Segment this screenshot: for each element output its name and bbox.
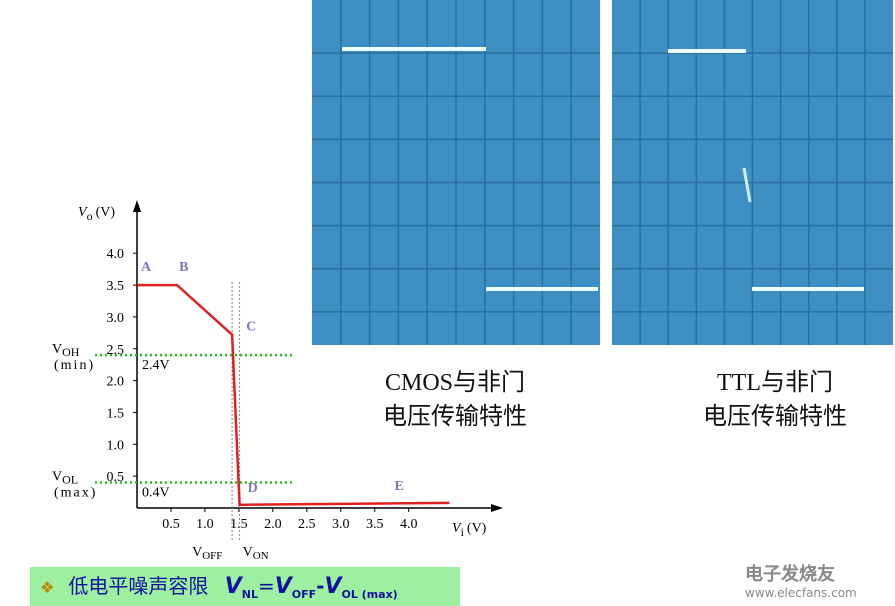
watermark-brand: 电子发烧友 bbox=[745, 564, 835, 585]
y-tick-label: 3.5 bbox=[107, 279, 125, 294]
point-label: E bbox=[395, 479, 404, 494]
reference-label: 2.4V bbox=[142, 358, 170, 373]
symbol: V bbox=[324, 574, 342, 599]
point-label: C bbox=[246, 320, 256, 335]
photo-ttl bbox=[612, 0, 893, 345]
unit: (V) bbox=[467, 521, 487, 536]
subscript: OFF bbox=[291, 588, 317, 601]
unit: (V) bbox=[96, 205, 116, 220]
subscript: OFF bbox=[202, 550, 222, 562]
symbol: V bbox=[274, 574, 292, 599]
reference-label: 0.4V bbox=[142, 486, 170, 501]
reference-name: VOH bbox=[52, 342, 80, 359]
equals: = bbox=[257, 574, 275, 598]
x-tick-label: 3.5 bbox=[366, 517, 384, 532]
y-arrow bbox=[133, 200, 141, 212]
x-tick-label: 1.0 bbox=[196, 517, 214, 532]
symbol: V bbox=[243, 545, 253, 560]
minus: - bbox=[316, 574, 325, 598]
caption: TTL与非门 电压传输特性 bbox=[645, 366, 895, 434]
symbol: V bbox=[52, 342, 62, 357]
subscript: NL bbox=[241, 588, 258, 601]
symbol: V bbox=[52, 470, 62, 485]
x-tick-label: 1.5 bbox=[230, 517, 248, 532]
subscript: o bbox=[87, 209, 93, 223]
watermark: 电子发烧友 www.elecfans.com bbox=[745, 560, 857, 600]
subscript: OH bbox=[62, 345, 80, 359]
caption-title: CMOS与非门 bbox=[384, 370, 526, 396]
formula-text: 低电平噪声容限 bbox=[68, 574, 209, 598]
x-arrow bbox=[491, 504, 503, 512]
x-tick-label: 0.5 bbox=[162, 517, 180, 532]
reference-note: (max) bbox=[54, 486, 97, 501]
watermark-url: www.elecfans.com bbox=[745, 586, 857, 600]
caption-subtitle: 电压传输特性 bbox=[703, 404, 847, 430]
x-tick-label: 4.0 bbox=[400, 517, 418, 532]
reference-note: (min) bbox=[54, 358, 95, 373]
bullet: ❖ bbox=[40, 578, 55, 597]
y-tick-label: 4.0 bbox=[107, 247, 125, 262]
x-axis-label: Vi (V) bbox=[452, 521, 487, 539]
photo-cmos bbox=[312, 0, 600, 345]
y-tick-label: 1.0 bbox=[107, 438, 125, 453]
subscript: i bbox=[461, 525, 465, 539]
y-tick-label: 2.0 bbox=[107, 375, 125, 390]
subscript: OL bbox=[62, 473, 78, 487]
caption-title: TTL与非门 bbox=[717, 370, 833, 396]
subscript: ON bbox=[253, 550, 269, 562]
y-tick-label: 3.0 bbox=[107, 311, 125, 326]
point-label: D bbox=[248, 481, 258, 496]
y-axis-label: Vo (V) bbox=[78, 205, 115, 223]
symbol: V bbox=[78, 205, 88, 220]
formula-box: ❖ 低电平噪声容限 VNL=VOFF-VOL (max) bbox=[30, 567, 460, 606]
x-tick-label: 2.0 bbox=[264, 517, 282, 532]
reference-name: VOL bbox=[52, 470, 78, 487]
x-tick-label: 3.0 bbox=[332, 517, 350, 532]
point-label: A bbox=[141, 260, 152, 275]
reference-name: VOFF bbox=[192, 545, 222, 562]
point-label: B bbox=[179, 260, 188, 275]
caption: CMOS与非门 电压传输特性 bbox=[325, 366, 585, 434]
caption-subtitle: 电压传输特性 bbox=[383, 404, 527, 430]
subscript: OL (max) bbox=[341, 588, 398, 601]
reference-name: VON bbox=[243, 545, 269, 562]
transfer-curve bbox=[137, 283, 450, 507]
x-tick-label: 2.5 bbox=[298, 517, 316, 532]
symbol: V bbox=[224, 574, 242, 599]
y-tick-label: 1.5 bbox=[107, 406, 125, 421]
symbol: V bbox=[452, 521, 462, 536]
symbol: V bbox=[192, 545, 202, 560]
